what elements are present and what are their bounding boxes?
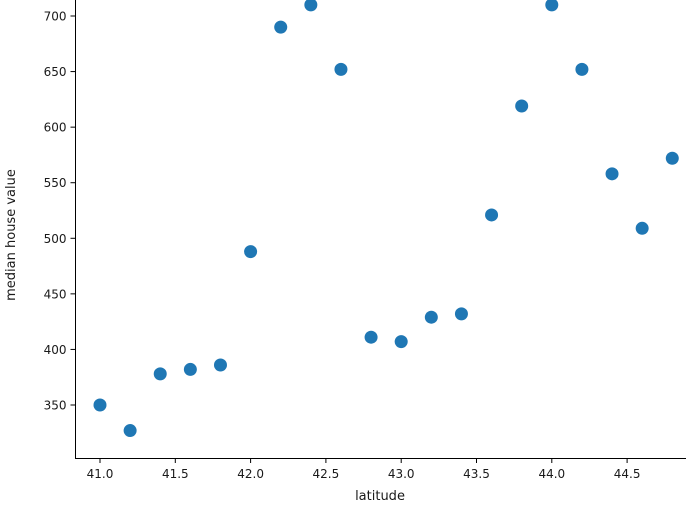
data-point [515,99,529,113]
y-tick-label: 700 [44,10,67,24]
data-point [334,62,348,76]
y-axis-ticks: 350 400 450 500 550 600 650 700 [44,10,76,413]
data-point [665,151,679,165]
x-tick-label: 42.5 [313,467,340,481]
data-point [545,0,559,12]
plot-spines [75,0,686,459]
data-point [244,245,258,259]
x-axis-ticks: 41.0 41.5 42.0 42.5 43.0 43.5 44.0 44.5 [87,458,641,481]
x-tick-label: 42.0 [237,467,264,481]
y-tick-label: 400 [44,343,67,357]
y-axis-label: median house value [4,169,19,301]
x-axis-label: latitude [355,489,405,504]
x-tick-label: 43.0 [388,467,415,481]
data-point [635,221,649,235]
data-point [394,335,408,349]
y-tick-label: 600 [44,121,67,135]
x-tick-label: 44.5 [614,467,641,481]
y-tick-label: 350 [44,399,67,413]
data-point [424,310,438,324]
data-point [304,0,318,12]
data-point [485,208,499,222]
x-tick-label: 44.0 [538,467,565,481]
y-tick-label: 500 [44,232,67,246]
y-tick-label: 450 [44,287,67,301]
data-point [213,358,227,372]
data-point [605,167,619,181]
data-point [454,307,468,321]
data-point [123,424,137,438]
x-tick-label: 41.5 [162,467,189,481]
data-point [93,398,107,412]
data-points [93,0,679,438]
data-point [364,330,378,344]
x-tick-label: 43.5 [463,467,490,481]
data-point [575,62,589,76]
y-tick-label: 550 [44,176,67,190]
data-point [183,362,197,376]
y-tick-label: 650 [44,65,67,79]
x-tick-label: 41.0 [87,467,114,481]
data-point [153,367,167,381]
data-point [274,20,288,34]
